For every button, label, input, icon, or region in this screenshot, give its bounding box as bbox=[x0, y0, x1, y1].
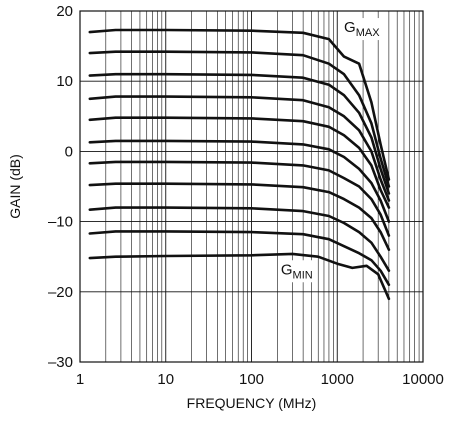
tick-labels: 1 10 100 1000 10000 –30 –20 –10 0 10 20 bbox=[48, 3, 444, 388]
gain-curve-6 bbox=[88, 139, 391, 223]
annotation-min: GMIN bbox=[281, 261, 313, 281]
annotation-max: GMAX bbox=[344, 19, 380, 39]
annotation-subscript: MAX bbox=[356, 27, 381, 39]
x-axis-label: FREQUENCY (MHz) bbox=[187, 395, 317, 411]
annotation-main: G bbox=[281, 261, 293, 278]
y-axis-label: GAIN (dB) bbox=[7, 154, 23, 219]
gain-curve-3 bbox=[88, 72, 391, 195]
gain-curve-8 bbox=[88, 182, 391, 251]
plot-frame bbox=[79, 10, 424, 363]
annotation-main: G bbox=[344, 19, 356, 36]
x-tick-label: 10000 bbox=[402, 371, 444, 388]
x-tick-label: 10 bbox=[157, 371, 174, 388]
annotation-background bbox=[278, 260, 315, 283]
gain-curve-10 bbox=[88, 230, 391, 287]
grid bbox=[79, 10, 424, 363]
annotation-background bbox=[342, 18, 383, 41]
annotation-subscript: MIN bbox=[293, 269, 313, 281]
gain-curve-2 bbox=[88, 50, 391, 188]
y-tick-label: 10 bbox=[56, 73, 73, 90]
gain-curve-9 bbox=[88, 206, 391, 272]
gain-curve-1 bbox=[88, 28, 391, 181]
y-tick-label: 20 bbox=[56, 3, 73, 20]
gain-curve-7 bbox=[88, 160, 391, 237]
y-tick-label: –30 bbox=[48, 354, 73, 371]
x-tick-label: 1000 bbox=[321, 371, 354, 388]
series-group bbox=[88, 28, 391, 301]
gain-curve-5 bbox=[88, 116, 391, 209]
y-tick-label: –20 bbox=[48, 284, 73, 301]
x-tick-label: 100 bbox=[239, 371, 264, 388]
gain-curve-4 bbox=[88, 95, 391, 202]
x-tick-label: 1 bbox=[76, 371, 84, 388]
gain-curve-11 bbox=[88, 252, 391, 301]
y-tick-label: –10 bbox=[48, 214, 73, 231]
y-tick-label: 0 bbox=[65, 143, 73, 160]
